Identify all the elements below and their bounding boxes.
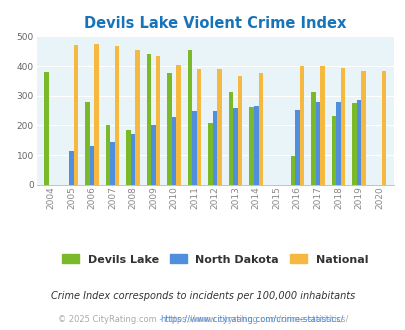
Bar [249, 107, 254, 185]
Bar [233, 108, 237, 185]
Bar [356, 100, 360, 185]
Legend: Devils Lake, North Dakota, National: Devils Lake, North Dakota, National [58, 250, 372, 269]
Bar [381, 71, 385, 185]
Bar [94, 44, 98, 185]
Bar [310, 92, 315, 185]
Bar [340, 68, 344, 185]
Bar [171, 117, 176, 185]
Bar [176, 65, 181, 185]
Bar [254, 106, 258, 185]
Bar [217, 69, 222, 185]
Bar [319, 66, 324, 185]
Bar [360, 71, 365, 185]
Title: Devils Lake Violent Crime Index: Devils Lake Violent Crime Index [84, 16, 345, 31]
Bar [151, 125, 156, 185]
Text: https://www.cityrating.com/crime-statistics/: https://www.cityrating.com/crime-statist… [160, 315, 343, 324]
Bar [74, 45, 78, 185]
Text: Crime Index corresponds to incidents per 100,000 inhabitants: Crime Index corresponds to incidents per… [51, 291, 354, 301]
Bar [331, 115, 335, 185]
Bar [351, 103, 356, 185]
Bar [196, 69, 201, 185]
Bar [156, 56, 160, 185]
Bar [44, 72, 49, 185]
Bar [147, 54, 151, 185]
Bar [167, 74, 171, 185]
Bar [335, 102, 340, 185]
Bar [290, 156, 294, 185]
Bar [105, 125, 110, 185]
Bar [135, 50, 139, 185]
Bar [126, 130, 130, 185]
Bar [69, 150, 74, 185]
Bar [258, 73, 262, 185]
Bar [115, 46, 119, 185]
Text: © 2025 CityRating.com - https://www.cityrating.com/crime-statistics/: © 2025 CityRating.com - https://www.city… [58, 315, 347, 324]
Bar [188, 50, 192, 185]
Bar [237, 76, 242, 185]
Text: © 2025 CityRating.com - https://www.cityrating.com/crime-statistics/: © 2025 CityRating.com - https://www.city… [58, 315, 347, 324]
Bar [90, 146, 94, 185]
Bar [192, 111, 196, 185]
Bar [228, 91, 233, 185]
Bar [212, 112, 217, 185]
Bar [315, 102, 319, 185]
Bar [299, 66, 303, 185]
Bar [130, 134, 135, 185]
Bar [208, 123, 212, 185]
Bar [85, 102, 90, 185]
Bar [294, 110, 299, 185]
Bar [110, 142, 115, 185]
